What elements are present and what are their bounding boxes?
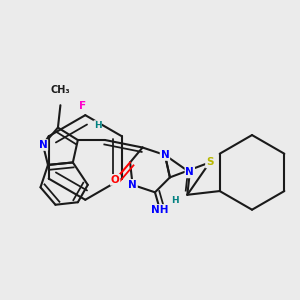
Text: N: N [160,150,169,160]
Text: O: O [111,175,119,185]
Text: N: N [39,140,47,150]
Text: CH₃: CH₃ [51,85,70,95]
Text: F: F [79,101,86,111]
Text: H: H [94,121,102,130]
Text: NH: NH [151,205,169,215]
Text: N: N [185,167,194,177]
Text: N: N [128,180,137,190]
Text: H: H [171,196,179,205]
Text: S: S [206,158,214,167]
